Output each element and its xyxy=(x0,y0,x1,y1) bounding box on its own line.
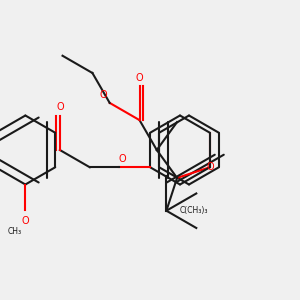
Text: O: O xyxy=(136,73,143,82)
Text: O: O xyxy=(56,103,64,112)
Text: O: O xyxy=(118,154,126,164)
Text: O: O xyxy=(99,90,107,100)
Text: O: O xyxy=(22,216,29,226)
Text: C(CH₃)₃: C(CH₃)₃ xyxy=(180,206,208,215)
Text: O: O xyxy=(206,162,214,172)
Text: CH₃: CH₃ xyxy=(8,227,22,236)
